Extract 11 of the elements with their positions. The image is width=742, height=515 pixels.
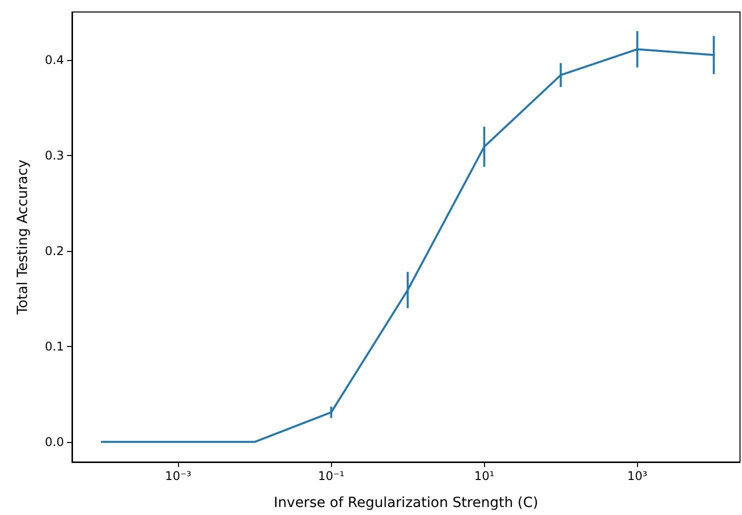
y-tick-label: 0.3 [44,148,64,162]
x-tick-label: 10⁻¹ [318,469,345,483]
x-axis-title: Inverse of Regularization Strength (C) [274,495,538,511]
x-tick-label: 10³ [627,469,648,483]
y-tick-label: 0.4 [44,52,64,67]
y-tick-label: 0.1 [44,339,64,354]
x-tick-label: 10⁻³ [164,469,192,483]
y-tick-label: 0.2 [44,244,64,258]
x-tick-label: 10¹ [474,469,494,483]
y-tick-label: 0.0 [44,434,64,449]
y-axis-title: Total Testing Accuracy [15,160,31,316]
